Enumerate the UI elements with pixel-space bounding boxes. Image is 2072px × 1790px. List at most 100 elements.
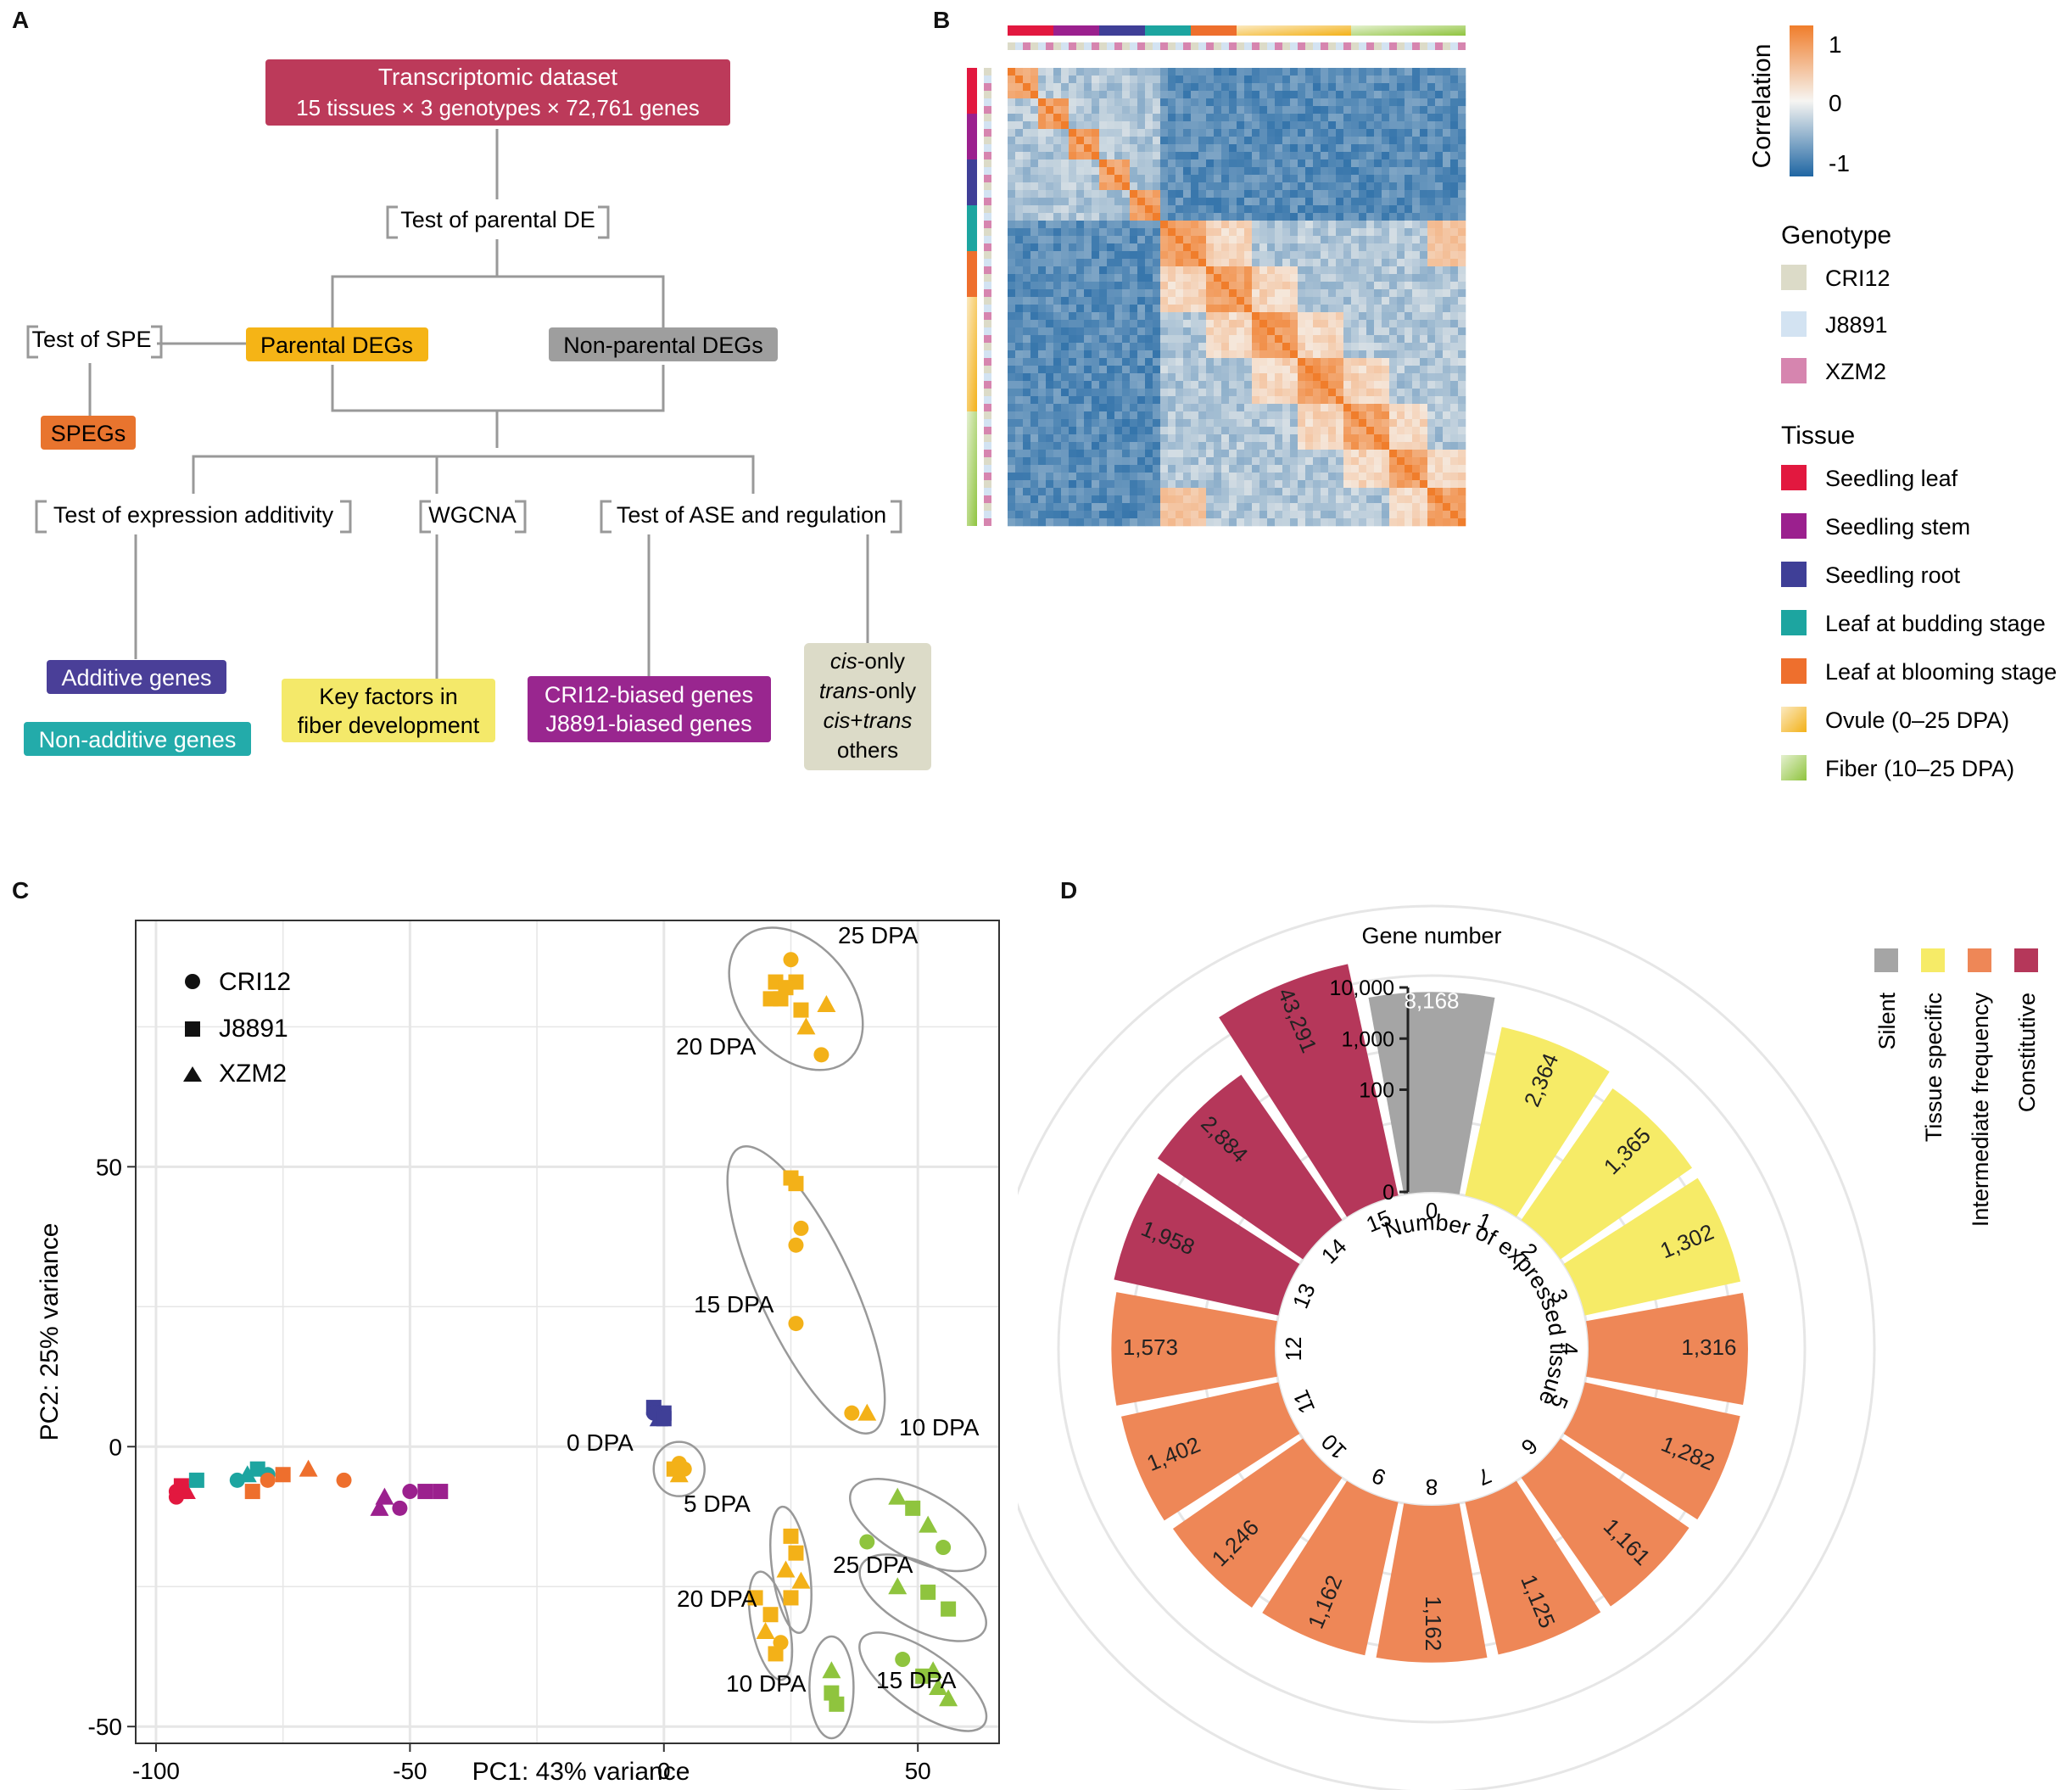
heatmap-cell — [1298, 495, 1306, 504]
heatmap-cell — [1237, 343, 1245, 351]
radial-category-label: 0 — [1426, 1198, 1438, 1223]
heatmap-cell — [1420, 305, 1428, 313]
ovule-bar-top — [1237, 25, 1351, 36]
heatmap-cell — [1435, 488, 1444, 496]
pca-point — [844, 1405, 860, 1421]
heatmap-cell — [1389, 68, 1398, 76]
heatmap-cell — [1061, 182, 1070, 191]
heatmap-cell — [1214, 129, 1222, 137]
heatmap-cell — [1114, 98, 1123, 107]
heatmap-cell — [1198, 289, 1207, 298]
heatmap-cell — [1420, 198, 1428, 206]
heatmap-cell — [1214, 228, 1222, 237]
heatmap-cell — [1374, 457, 1382, 466]
heatmap-cell — [1206, 91, 1215, 99]
pca-group-ellipse — [747, 1570, 794, 1681]
heatmap-cell — [1076, 511, 1085, 519]
heatmap-cell — [1137, 320, 1146, 328]
heatmap-cell — [1343, 373, 1352, 382]
radial-category-label: 6 — [1516, 1434, 1543, 1460]
heatmap-cell — [1244, 381, 1253, 389]
heatmap-cell — [1443, 228, 1451, 237]
pca-point — [392, 1500, 408, 1516]
heatmap-cell — [1168, 274, 1176, 282]
heatmap-cell — [1229, 480, 1237, 489]
heatmap-cell — [1237, 68, 1245, 76]
heatmap-cell — [1450, 98, 1459, 107]
heatmap-cell — [1168, 243, 1176, 252]
heatmap-cell — [1176, 511, 1184, 519]
heatmap-cell — [1176, 289, 1184, 298]
heatmap-cell — [1069, 213, 1077, 221]
heatmap-cell — [1221, 366, 1230, 374]
heatmap-cell — [1237, 465, 1245, 473]
genotype-bar-top — [1183, 42, 1191, 50]
heatmap-cell — [1244, 190, 1253, 199]
heatmap-cell — [1198, 381, 1207, 389]
heatmap-cell — [1435, 98, 1444, 107]
heatmap-cell — [1160, 427, 1169, 435]
heatmap-cell — [1030, 266, 1039, 275]
heatmap-cell — [1252, 205, 1260, 214]
pca-point — [788, 1237, 804, 1253]
heatmap-cell — [1290, 358, 1298, 366]
heatmap-cell — [1099, 121, 1108, 130]
heatmap-cell — [1008, 297, 1016, 305]
heatmap-cell — [1122, 236, 1131, 244]
heatmap-cell — [1069, 404, 1077, 412]
heatmap-cell — [1244, 236, 1253, 244]
heatmap-cell — [1206, 305, 1215, 313]
heatmap-cell — [1420, 473, 1428, 481]
heatmap-cell — [1229, 396, 1237, 405]
radial-ring — [1273, 1190, 1590, 1508]
heatmap-cell — [1053, 228, 1062, 237]
heatmap-cell — [1122, 465, 1131, 473]
heatmap-cell — [1321, 312, 1329, 321]
heatmap-cell — [1305, 289, 1314, 298]
heatmap-cell — [1366, 251, 1375, 260]
heatmap-cell — [1259, 358, 1268, 366]
heatmap-cell — [1405, 335, 1413, 344]
heatmap-cell — [1252, 335, 1260, 344]
heatmap-cell — [1450, 305, 1459, 313]
heatmap-cell — [1305, 511, 1314, 519]
heatmap-cell — [1221, 259, 1230, 267]
heatmap-cell — [1435, 198, 1444, 206]
heatmap-cell — [1214, 442, 1222, 450]
heatmap-cell — [1053, 358, 1062, 366]
heatmap-cell — [1198, 243, 1207, 252]
heatmap-cell — [1313, 434, 1321, 443]
heatmap-cell — [1008, 190, 1016, 199]
heatmap-cell — [1267, 167, 1276, 176]
heatmap-cell — [1030, 243, 1039, 252]
heatmap-cell — [1275, 450, 1283, 458]
heatmap-cell — [1321, 450, 1329, 458]
heatmap-cell — [1450, 190, 1459, 199]
heatmap-cell — [1305, 419, 1314, 428]
heatmap-cell — [1359, 243, 1367, 252]
heatmap-cell — [1076, 312, 1085, 321]
heatmap-cell — [1137, 236, 1146, 244]
heatmap-cell — [1130, 327, 1138, 336]
heatmap-cell — [1435, 411, 1444, 420]
heatmap-cell — [1389, 434, 1398, 443]
heatmap-cell — [1450, 114, 1459, 122]
heatmap-cell — [1198, 488, 1207, 496]
radial-bars — [1111, 964, 1748, 1663]
heatmap-cell — [1191, 327, 1199, 336]
heatmap-cell — [1382, 350, 1390, 359]
heatmap-cell — [1008, 259, 1016, 267]
genotype-bar-top — [1374, 42, 1382, 50]
heatmap-cell — [1450, 159, 1459, 168]
heatmap-cell — [1069, 350, 1077, 359]
heatmap-cell — [1259, 450, 1268, 458]
heatmap-cell — [1366, 236, 1375, 244]
heatmap-cell — [1252, 259, 1260, 267]
heatmap-cell — [1046, 213, 1054, 221]
heatmap-cell — [1405, 221, 1413, 229]
heatmap-cell — [1198, 396, 1207, 405]
heatmap-cell — [1237, 205, 1245, 214]
heatmap-cell — [1328, 404, 1337, 412]
heatmap-cell — [1198, 457, 1207, 466]
